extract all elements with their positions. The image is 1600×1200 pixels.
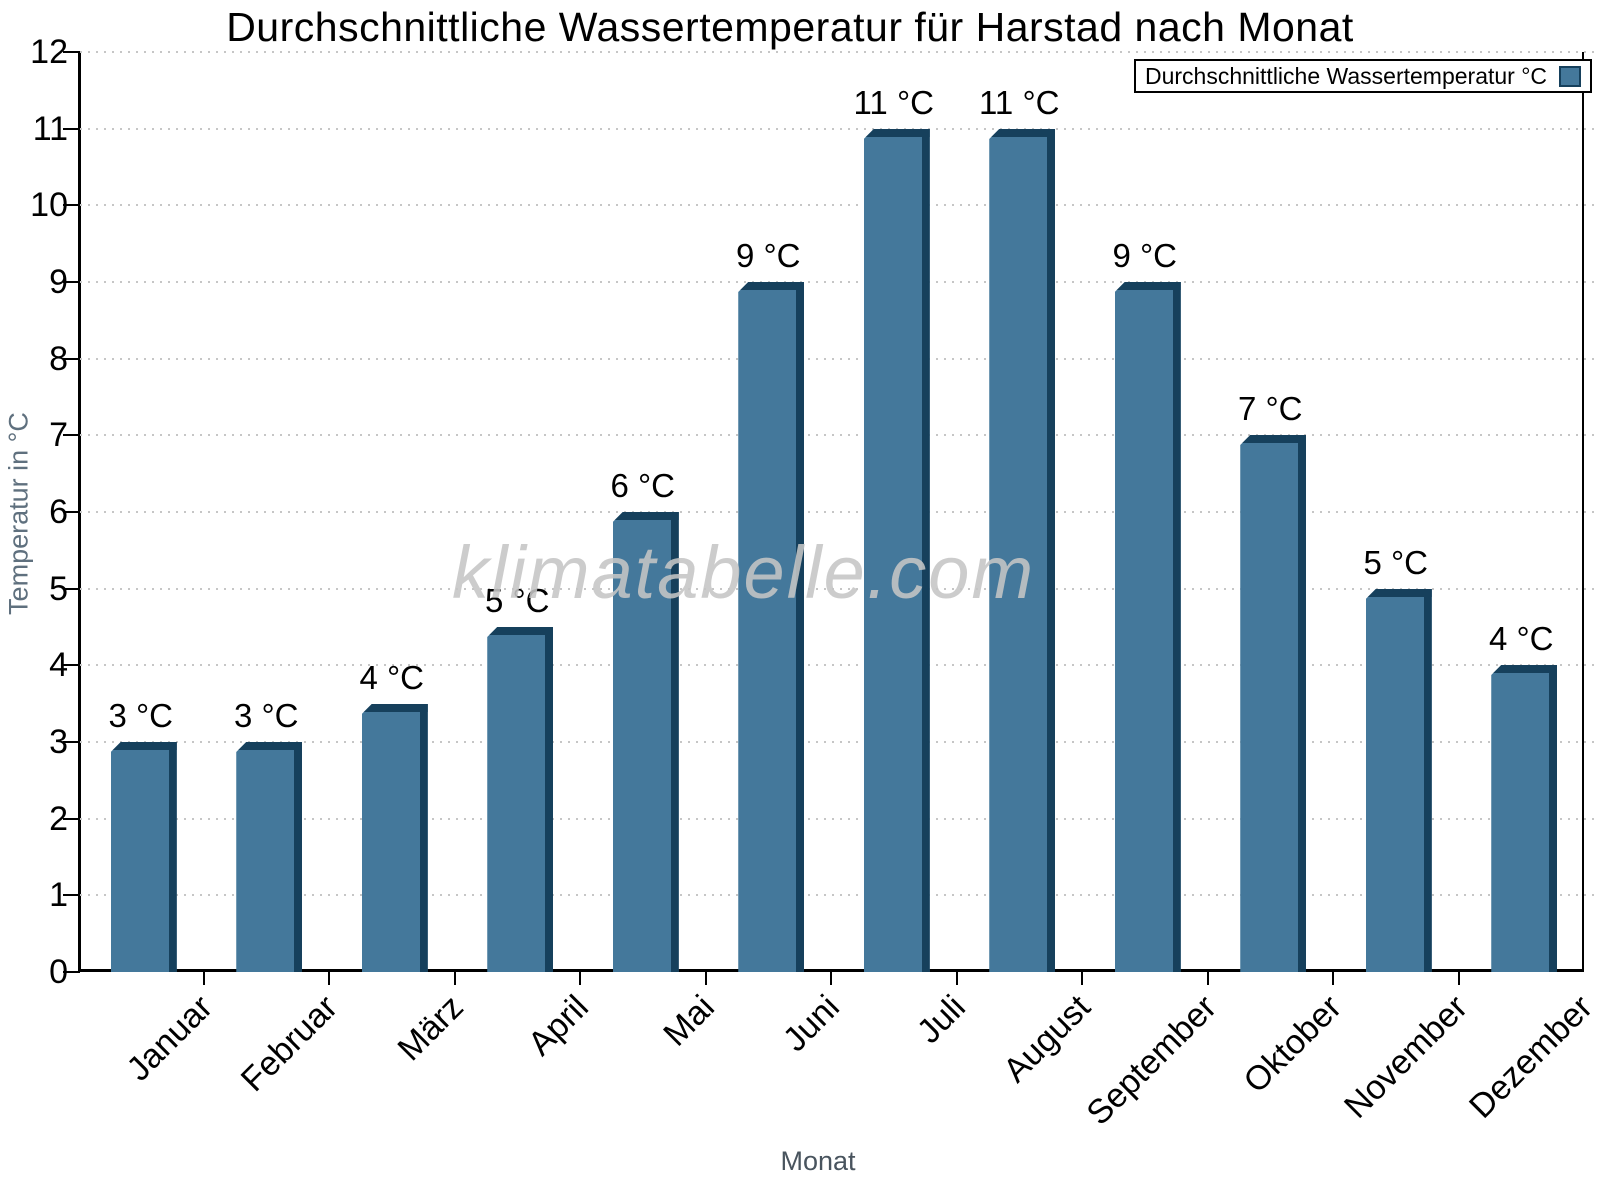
y-tick-label-0: 0 [49,953,68,991]
watermark: klimatabelle.com [452,531,1036,614]
gridline-7 [80,434,1600,437]
y-tick-label-10: 10 [30,186,68,225]
y-tick-3 [63,741,80,743]
bar-oktober [1240,435,1307,972]
x-tick-1 [202,972,205,985]
bar-april [487,627,554,972]
y-tick-5 [63,587,80,590]
gridline-6 [80,511,1600,513]
bar-november [1365,589,1432,972]
gridline-3 [80,741,1600,743]
y-tick-1 [63,894,80,897]
legend-box: Durchschnittliche Wassertemperatur °C [1134,59,1593,93]
bar-juli [863,129,930,972]
bar-value-label-juni: 9 °C [735,237,801,274]
bar-value-label-mai: 6 °C [610,467,676,504]
bar-value-label-dezember: 4 °C [1488,620,1554,657]
x-tick-10 [1332,972,1334,985]
bar-value-label-januar: 3 °C [108,697,174,734]
y-tick-label-4: 4 [49,646,68,685]
bar-value-label-juli: 11 °C [853,84,934,121]
x-tick-6 [830,972,832,985]
y-tick-6 [63,511,80,513]
bar-september [1114,282,1181,972]
plot-area [78,52,1584,972]
gridline-2 [80,817,1600,820]
bar-dezember [1491,665,1558,972]
x-tick-7 [955,972,958,985]
y-tick-label-11: 11 [32,109,68,148]
chart-title: Durchschnittliche Wassertemperatur für H… [226,4,1354,50]
y-tick-label-2: 2 [49,799,68,838]
x-tick-8 [1081,972,1083,985]
x-axis-label: Monat [780,1146,856,1176]
x-tick-3 [453,972,456,985]
x-tick-11 [1457,972,1460,985]
x-tick-5 [704,972,707,985]
bar-märz [361,704,428,972]
legend-label: Durchschnittliche Wassertemperatur °C [1145,62,1548,89]
y-tick-label-6: 6 [49,493,68,531]
y-tick-label-3: 3 [49,723,68,761]
y-tick-0 [63,971,80,973]
bar-value-label-oktober: 7 °C [1237,390,1303,427]
bar-value-label-august: 11 °C [979,84,1060,121]
y-tick-7 [63,434,80,437]
gridline-1 [80,894,1600,897]
y-tick-4 [63,664,80,667]
bar-value-label-september: 9 °C [1112,237,1178,274]
bar-value-label-februar: 3 °C [233,697,299,734]
gridline-9 [80,281,1600,283]
x-tick-9 [1206,972,1209,985]
gridline-5 [80,587,1600,590]
bar-august [989,129,1056,972]
y-tick-label-9: 9 [49,263,68,301]
gridline-11 [80,127,1600,130]
y-tick-label-8: 8 [49,339,68,378]
bar-value-label-april: 5 °C [484,582,550,619]
y-tick-12 [63,51,80,53]
bar-value-label-november: 5 °C [1363,544,1429,581]
y-tick-9 [63,281,80,283]
x-tick-4 [579,972,581,985]
x-tick-2 [328,972,330,985]
y-tick-label-1: 1 [49,876,68,915]
y-tick-label-12: 12 [30,33,68,71]
y-tick-label-7: 7 [49,416,68,455]
bar-value-label-märz: 4 °C [359,659,425,696]
bar-januar [110,742,177,972]
bar-juni [738,282,805,972]
legend-swatch-icon [1559,65,1582,87]
y-tick-11 [63,127,80,130]
bar-mai [612,512,679,972]
gridline-4 [80,664,1600,667]
gridline-12 [80,51,1600,53]
bar-februar [236,742,303,972]
y-tick-10 [63,204,80,207]
y-tick-2 [63,817,80,820]
y-tick-label-5: 5 [49,569,68,608]
y-tick-8 [63,357,80,360]
gridline-10 [80,204,1600,207]
gridline-8 [80,357,1600,360]
